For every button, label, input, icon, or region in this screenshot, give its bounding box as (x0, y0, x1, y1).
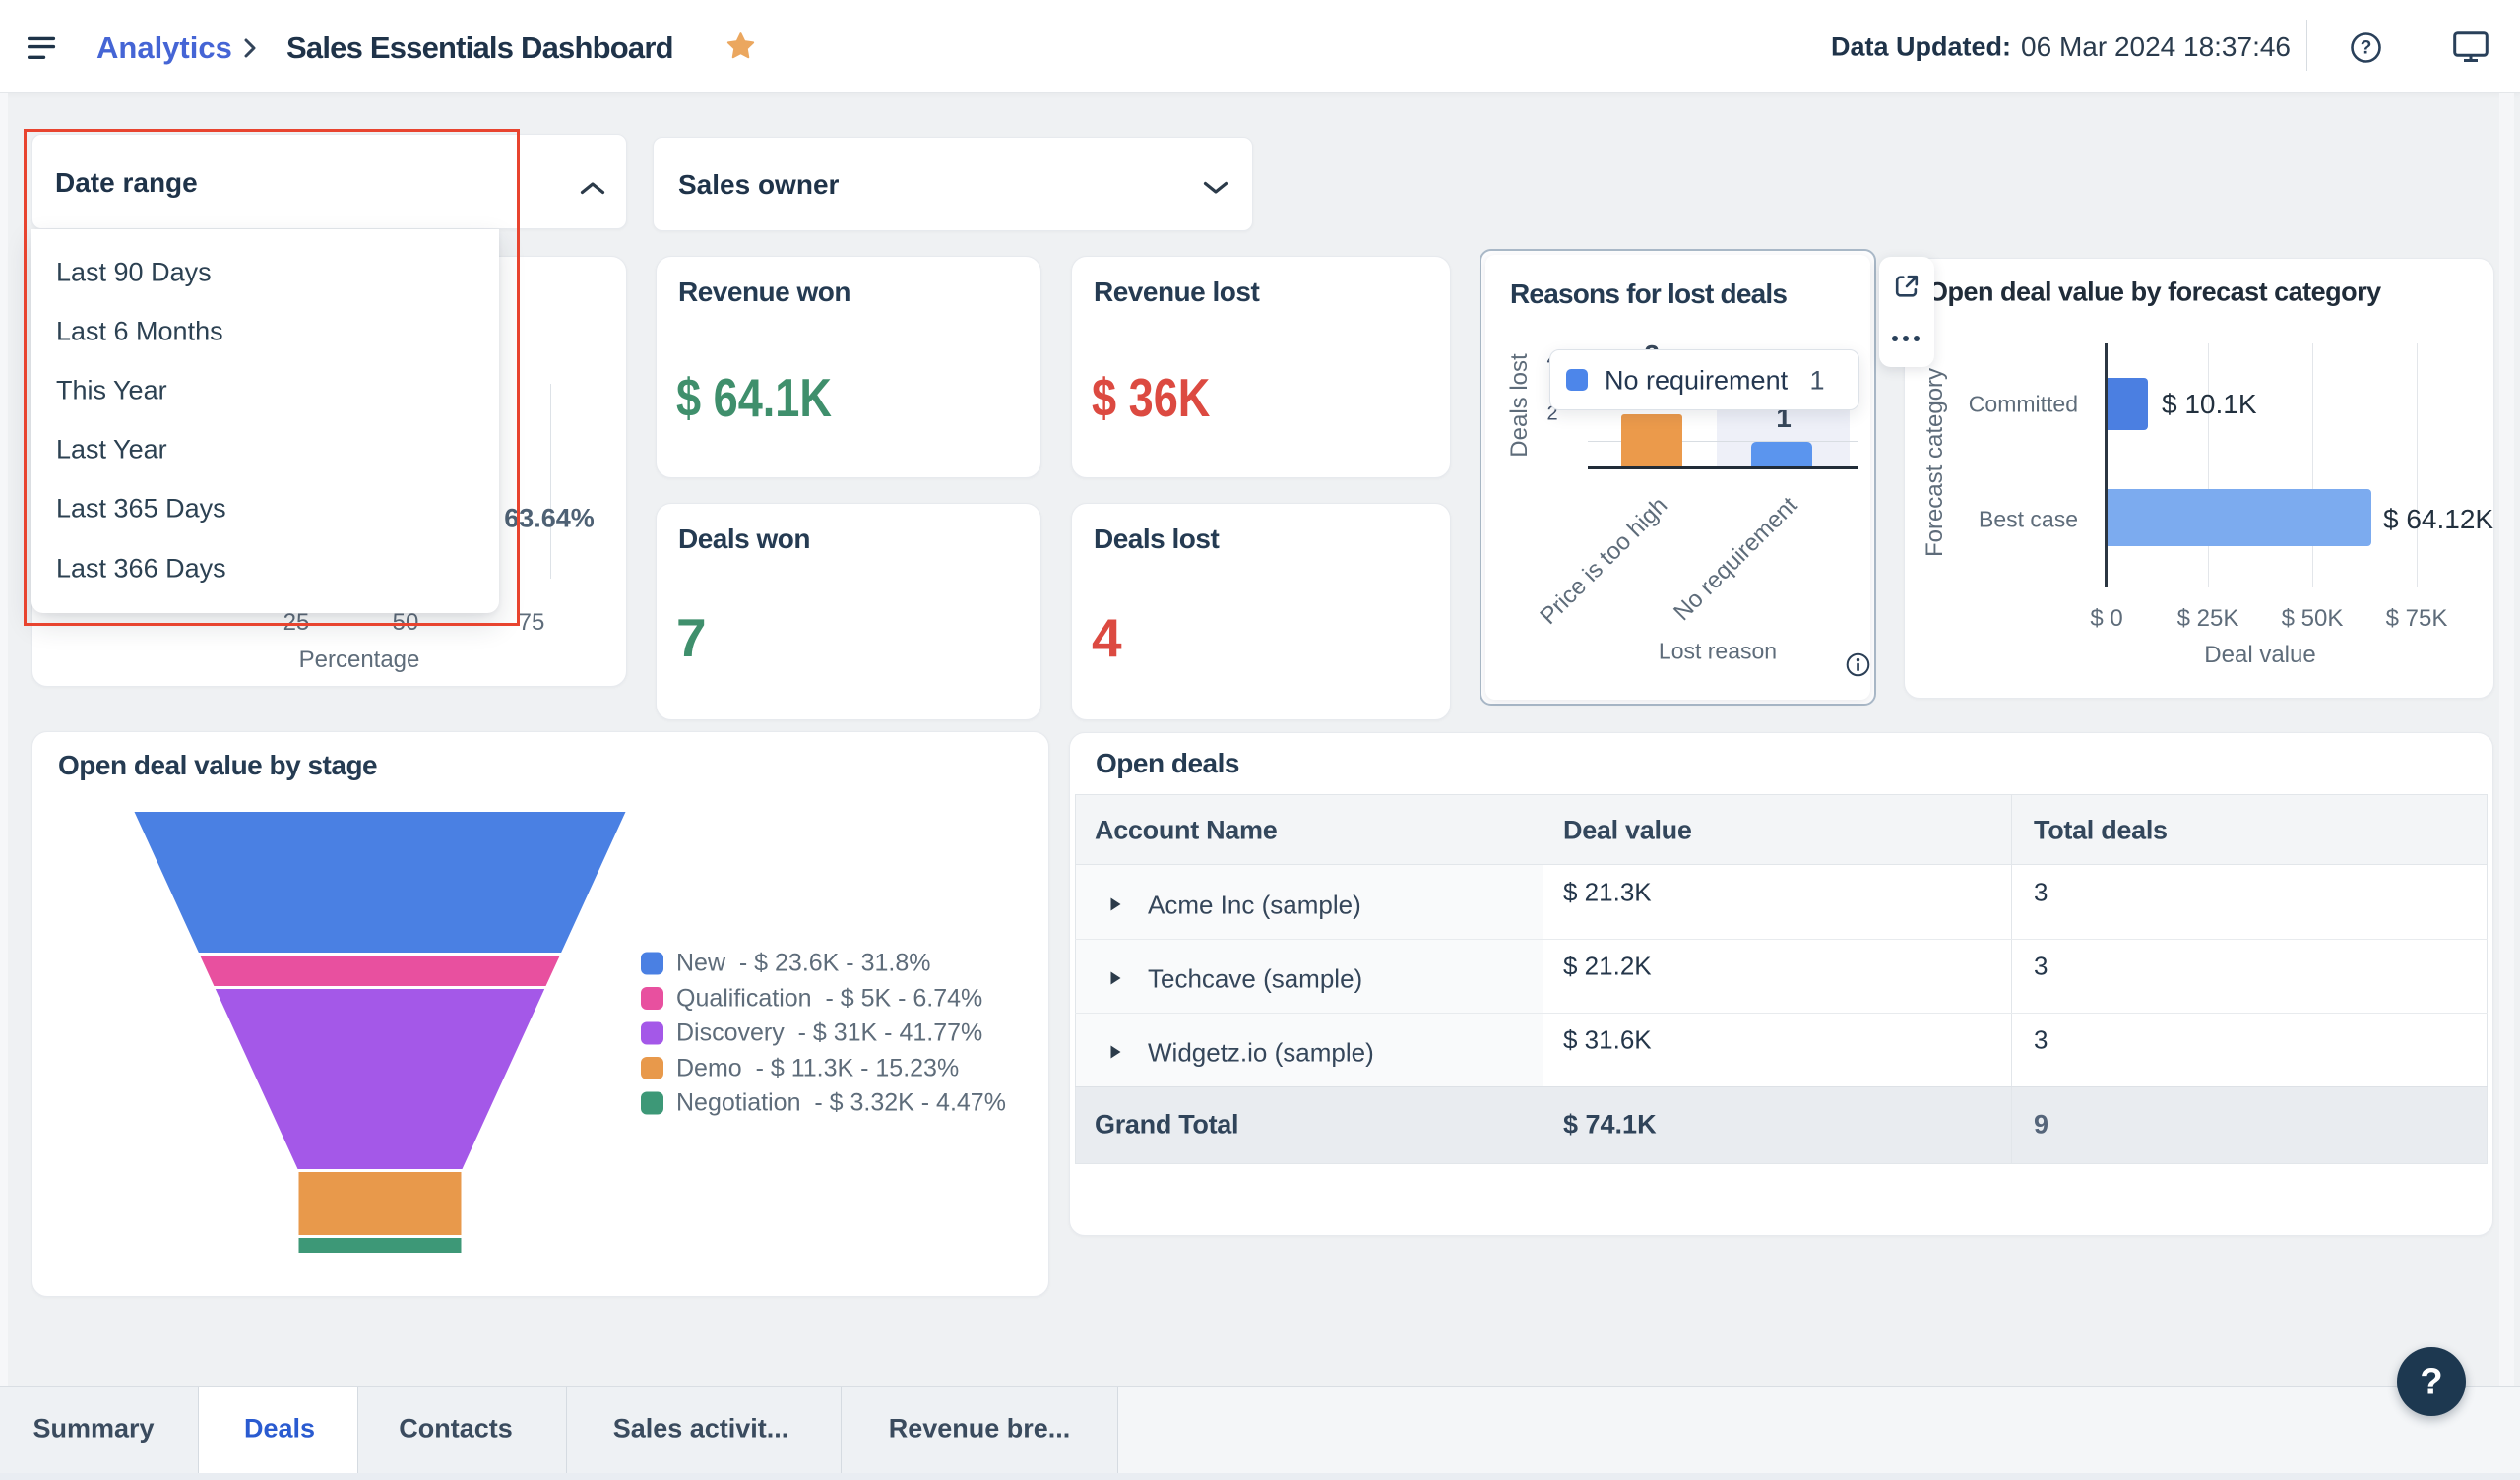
svg-text:?: ? (2361, 38, 2372, 59)
